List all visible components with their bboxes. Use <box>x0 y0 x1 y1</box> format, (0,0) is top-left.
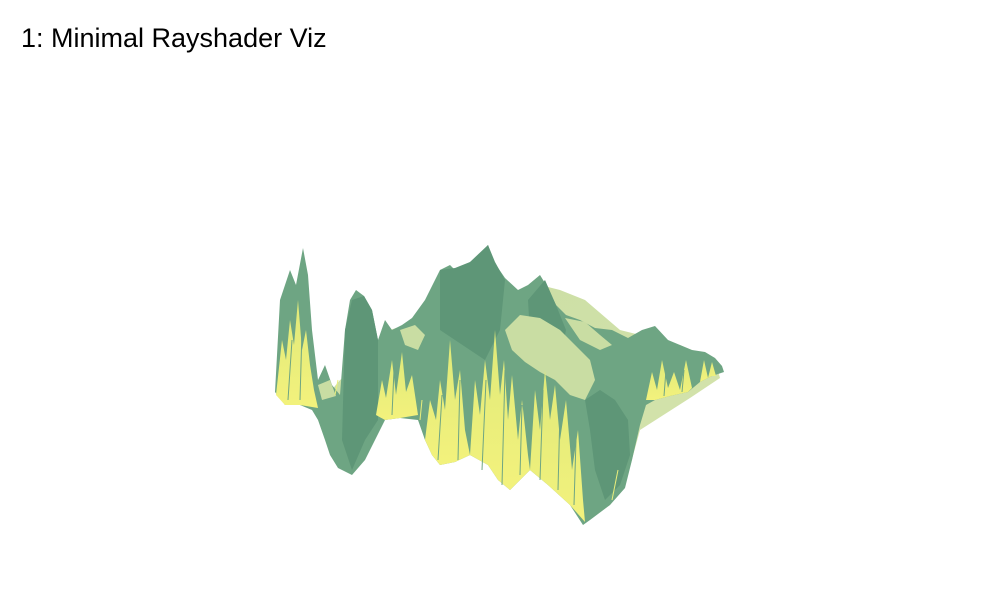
terrain-ridge <box>275 245 724 525</box>
viz-title: 1: Minimal Rayshader Viz <box>21 23 327 53</box>
terrain-front-face <box>276 300 716 522</box>
terrain-texture <box>287 329 685 506</box>
